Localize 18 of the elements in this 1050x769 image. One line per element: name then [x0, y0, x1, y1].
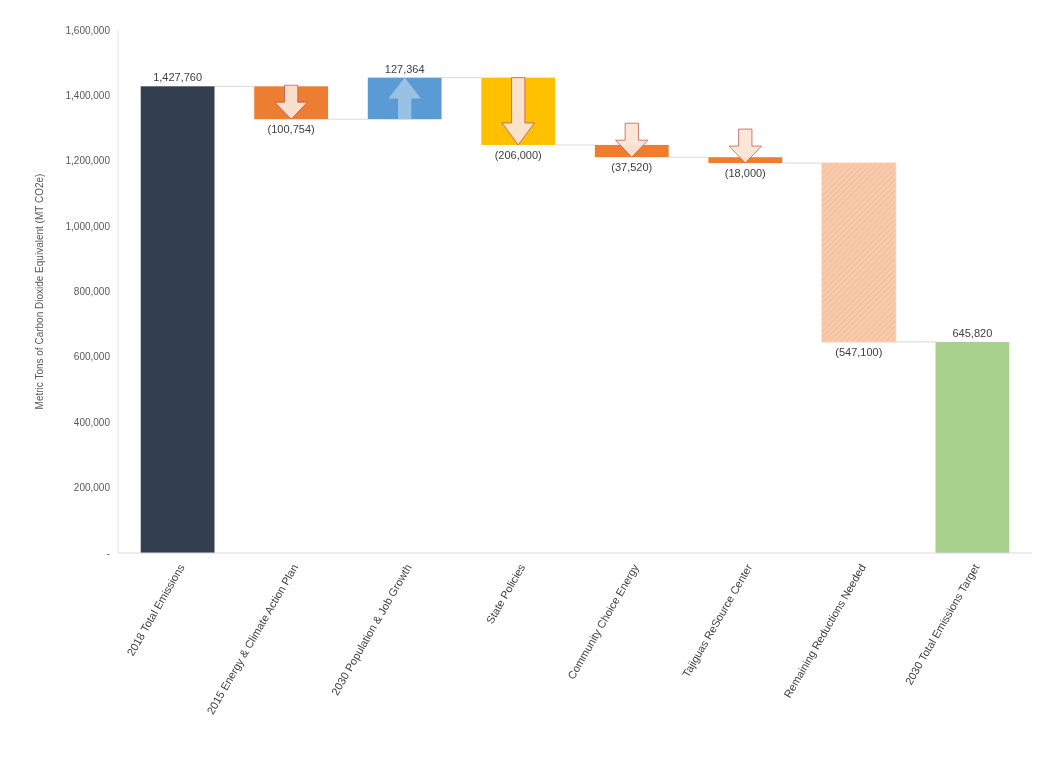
y-tick-label: 600,000	[73, 351, 111, 363]
y-tick-label: 1,400,000	[65, 89, 111, 101]
y-axis-title: Metric Tons of Carbon Dioxide Equivalent (MT CO2e)	[34, 173, 45, 410]
y-tick-label: 800,000	[73, 286, 111, 297]
data-label: (18,000)	[724, 167, 766, 180]
data-label: 1,427,760	[153, 71, 203, 84]
data-label: (547,100)	[835, 345, 883, 358]
y-tick-label: -	[106, 547, 110, 559]
data-label: 127,364	[384, 62, 425, 75]
data-label: 645,820	[952, 326, 993, 339]
y-tick-label: 1,000,000	[65, 220, 111, 232]
y-tick-label: 200,000	[73, 482, 111, 494]
data-label: (100,754)	[267, 123, 315, 136]
y-tick-label: 1,200,000	[65, 155, 111, 167]
data-label: (37,520)	[611, 161, 653, 174]
y-tick-label: 400,000	[73, 416, 111, 428]
data-label: (206,000)	[494, 148, 542, 161]
y-tick-label: 1,600,000	[65, 24, 111, 36]
